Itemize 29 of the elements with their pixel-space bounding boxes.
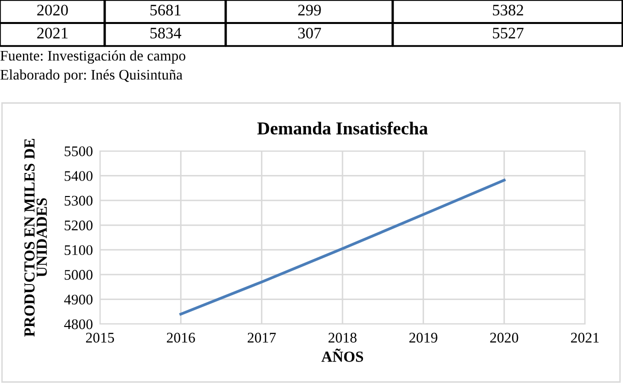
y-tick-label: 4800 [64, 319, 92, 330]
text: 299 [298, 4, 321, 16]
text: 2020 [37, 4, 68, 16]
text: 5382 [492, 4, 524, 16]
x-tick-label: 2020 [490, 332, 518, 343]
x-tick-label: 2015 [86, 332, 114, 343]
x-tick-label: 2016 [166, 332, 195, 343]
x-tick-label: 2021 [571, 332, 599, 343]
text: 2021 [37, 28, 68, 38]
chart-title: Demanda Insatisfecha [257, 122, 428, 135]
x-axis-title: AÑOS [321, 348, 364, 362]
line-series [179, 178, 506, 316]
source-note: Fuente: Investigación de campo [0, 50, 186, 64]
text: 307 [298, 28, 322, 38]
y-tick-label: 4900 [64, 294, 92, 304]
text: 5527 [492, 28, 524, 38]
y-tick-label: 5500 [64, 146, 92, 156]
y-tick-label: 5100 [64, 245, 92, 256]
x-tick-label: 2019 [409, 332, 438, 343]
text: Elaborado por: Inés Quisintuña [0, 69, 182, 83]
y-axis-title: PRODUCTOS EN MILES DE UNIDADES [24, 138, 47, 337]
x-tick-label: 2018 [328, 332, 357, 343]
x-tick-label: 2017 [248, 332, 276, 343]
text: 5681 [150, 4, 181, 16]
y-tick-label: 5400 [64, 171, 92, 181]
y-tick-label: 5200 [64, 220, 92, 230]
y-tick-label: 5300 [64, 196, 92, 206]
y-tick-label: 5000 [64, 270, 92, 280]
text: 5834 [150, 28, 182, 38]
